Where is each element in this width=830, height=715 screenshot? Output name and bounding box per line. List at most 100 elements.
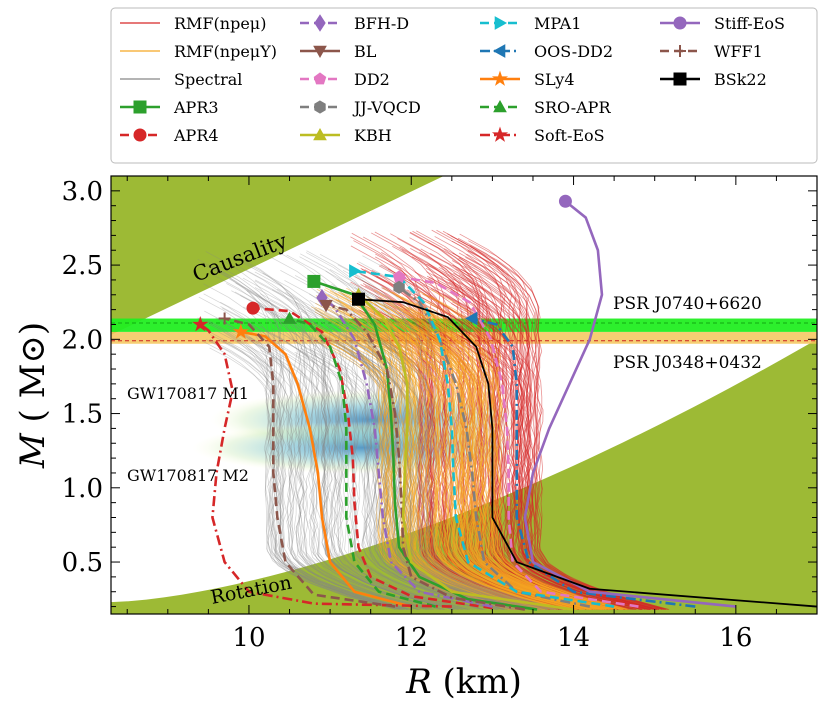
legend-item-apr3: APR3	[120, 98, 219, 117]
ensemble-curve-spectral	[349, 282, 548, 610]
ensemble-curve-spectral	[305, 323, 504, 610]
ensemble-curve-rmf-npemuy	[370, 328, 569, 610]
ensemble-curve-spectral	[228, 327, 428, 610]
ensemble-curve-spectral	[305, 252, 504, 610]
legend-label: OOS-DD2	[534, 42, 613, 61]
y-axis-label-unit: ( M⊙)	[13, 322, 53, 433]
legend-label: BFH-D	[354, 14, 409, 33]
x-axis-label-unit: (km)	[432, 662, 522, 702]
ensemble-curve-rmf-npemuy	[327, 303, 526, 610]
ensemble-curve-spectral	[297, 331, 496, 610]
ensemble-curve-spectral	[325, 324, 524, 610]
ensemble-curve-spectral	[342, 270, 541, 610]
ensemble-curve-spectral	[260, 334, 459, 610]
ensemble-curve-rmf-npemu	[443, 248, 642, 610]
series-marker-apr3	[307, 274, 321, 288]
legend-item-bl: BL	[300, 42, 377, 61]
ensemble-curve-spectral	[209, 264, 408, 610]
ensemble-curve-spectral	[294, 301, 493, 610]
series-line-sro-apr	[289, 317, 436, 608]
legend-swatch-marker	[491, 126, 509, 142]
ensemble-curve-spectral	[346, 330, 545, 610]
legend-swatch-marker	[313, 127, 327, 141]
axes: 10 12 14 16 0.5 1.0 1.5 2.0 2.5 3.0 R (km) M ( M…	[13, 175, 818, 702]
ensemble-curve-spectral	[220, 340, 419, 610]
ensemble-curve-rmf-npemuy	[395, 305, 594, 610]
ensemble-curve-spectral	[275, 250, 474, 610]
legend-swatch-marker	[492, 44, 506, 58]
legend-item-wff1: WFF1	[660, 42, 763, 61]
ensemble-curve-spectral	[300, 310, 500, 610]
ensemble-curve-spectral	[360, 330, 559, 610]
ensemble-curve-rmf-npemuy	[390, 291, 589, 610]
legend-item-bfh-d: BFH-D	[300, 14, 409, 33]
series-line-dd2	[398, 275, 639, 608]
series-marker-bfh-d	[316, 289, 328, 307]
region-causality	[111, 176, 444, 335]
legend-label: SLy4	[534, 70, 575, 89]
series-marker-bl	[319, 299, 333, 313]
ensemble-curve-spectral	[331, 283, 530, 610]
ensemble-curve-spectral	[300, 347, 499, 610]
ensemble-curve-spectral	[340, 333, 540, 610]
legend-frame	[110, 7, 818, 164]
ensemble-curve-spectral	[286, 342, 485, 610]
axes-frame	[110, 175, 818, 615]
ensemble-curve-spectral	[324, 300, 524, 610]
ensemble-curve-spectral	[328, 293, 527, 610]
ensemble-curve-spectral	[270, 300, 469, 610]
ensemble-curve-spectral	[323, 312, 522, 610]
ensemble-curve-spectral	[340, 314, 539, 610]
ensemble-curve-rmf-npemuy	[408, 306, 607, 610]
ensemble-curve-spectral	[309, 349, 509, 610]
ensemble-curve-spectral	[198, 296, 397, 610]
legend-item-apr4: APR4	[120, 126, 219, 145]
x-axis-ticks: 10 12 14 16	[126, 176, 818, 653]
eos-series-lines	[199, 200, 817, 611]
legend-label: DD2	[354, 70, 390, 89]
y-axis-ticks: 0.5 1.0 1.5 2.0 2.5 3.0	[62, 175, 817, 608]
ensemble-curve-spectral	[269, 256, 468, 610]
legend-label: RMF(npeμ)	[174, 14, 266, 33]
legend-item-rmf-npe-y-: RMF(npeμY)	[120, 42, 277, 61]
ensemble-curve-spectral	[230, 330, 429, 610]
ensemble-curve-rmf-npemuy	[386, 302, 586, 610]
series-line-kbh	[357, 293, 574, 611]
rotation-region	[111, 339, 817, 614]
ensemble-curve-spectral	[271, 289, 470, 610]
ensemble-curve-spectral	[339, 347, 538, 610]
legend-swatch-marker	[133, 128, 147, 142]
y-axis-label-symbol: M	[13, 432, 53, 469]
legend-label: BSk22	[714, 70, 767, 89]
gw170817-m2-label: GW170817 M2	[127, 466, 249, 485]
legend-item-sly4: SLy4	[480, 70, 575, 89]
ensemble-curve-spectral	[349, 267, 548, 610]
ensemble-curve-rmf-npemuy	[335, 298, 534, 610]
ensemble-curve-spectral	[232, 253, 431, 610]
ensemble-curve-spectral	[329, 269, 528, 610]
legend-swatch-marker	[491, 70, 509, 86]
ensemble-curve-rmf-npemuy	[431, 289, 630, 610]
legend-item-rmf-npe-: RMF(npeμ)	[120, 14, 266, 33]
ensemble-curve-spectral	[364, 338, 563, 610]
gw170817-m1-label: GW170817 M1	[127, 384, 249, 403]
ensemble-curve-rmf-npemu	[450, 235, 649, 610]
ensemble-curve-spectral	[229, 278, 428, 610]
ensemble-curve-spectral	[221, 324, 421, 610]
ensemble-curve-spectral	[362, 255, 561, 610]
series-line-jj-vqcd	[398, 286, 591, 608]
ensemble-curve-rmf-npemuy	[345, 314, 544, 610]
y-axis-label: M ( M⊙)	[13, 322, 53, 469]
ensemble-curve-spectral	[202, 327, 401, 610]
ensemble-curve-rmf-npemuy	[309, 327, 508, 610]
ensemble-curve-spectral	[207, 319, 406, 610]
ensemble-curve-spectral	[254, 294, 453, 610]
legend-label: BL	[354, 42, 377, 61]
ensemble-curve-rmf-npemuy	[314, 311, 513, 610]
ensemble-curve-rmf-npemu	[465, 256, 664, 610]
ensemble-curve-spectral	[336, 278, 535, 610]
ensemble-curve-rmf-npemuy	[379, 296, 578, 610]
psr-j0740-label: PSR J0740+6620	[613, 294, 762, 314]
legend: RMF(npeμ) RMF(npeμY) Spectral APR3 APR4 BFH-D…	[110, 7, 818, 164]
ensemble-curve-rmf-npemuy	[423, 293, 622, 610]
